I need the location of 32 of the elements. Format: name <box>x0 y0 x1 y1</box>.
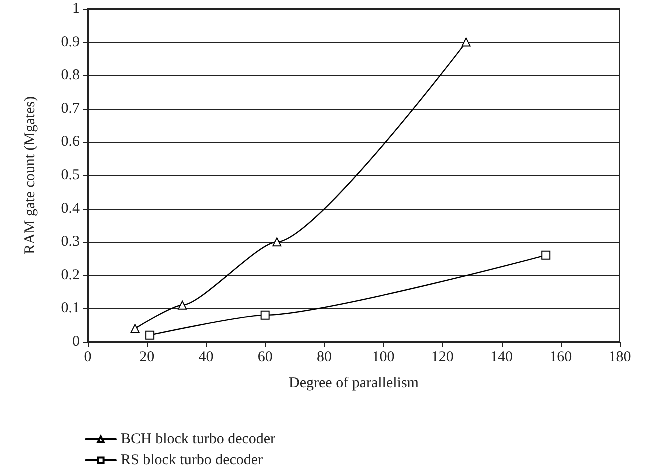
point <box>462 38 471 47</box>
y-tick-label: 0.8 <box>61 68 80 84</box>
y-tick-label: 0.6 <box>61 134 80 150</box>
point <box>272 238 282 247</box>
legend-label: RS block turbo decoder <box>121 452 264 468</box>
x-tick-label: 0 <box>84 350 92 366</box>
y-axis-title: RAM gate count (Mgates) <box>22 96 38 254</box>
x-tick-label: 60 <box>258 350 273 366</box>
x-tick-label: 180 <box>608 350 632 366</box>
x-tick-label: 100 <box>372 350 395 366</box>
point <box>178 300 188 310</box>
x-axis-title: Degree of parallelism <box>289 376 420 392</box>
y-tick-label: 0.7 <box>61 100 80 117</box>
x-tick-label: 140 <box>490 350 514 366</box>
point <box>260 310 270 320</box>
y-tick-label: 0 <box>72 334 80 350</box>
y-tick-label: 1 <box>72 1 80 17</box>
y-tick-label: 0.4 <box>61 200 80 217</box>
point <box>130 324 140 334</box>
x-tick-label: 80 <box>316 350 332 366</box>
x-tick-label: 20 <box>140 350 155 366</box>
y-tick-label: 0.3 <box>61 234 80 250</box>
x-tick-label: 160 <box>550 350 572 366</box>
y-tick-label: 0.5 <box>61 168 80 184</box>
x-tick-label: 120 <box>431 350 454 366</box>
x-tick-label: 40 <box>198 350 214 366</box>
legend-label: BCH block turbo decoder <box>121 432 276 448</box>
point <box>146 330 155 340</box>
point <box>542 250 551 260</box>
y-tick-label: 0.9 <box>61 34 80 50</box>
y-tick-label: 0.2 <box>61 267 80 284</box>
y-tick-label: 0.1 <box>61 300 80 317</box>
